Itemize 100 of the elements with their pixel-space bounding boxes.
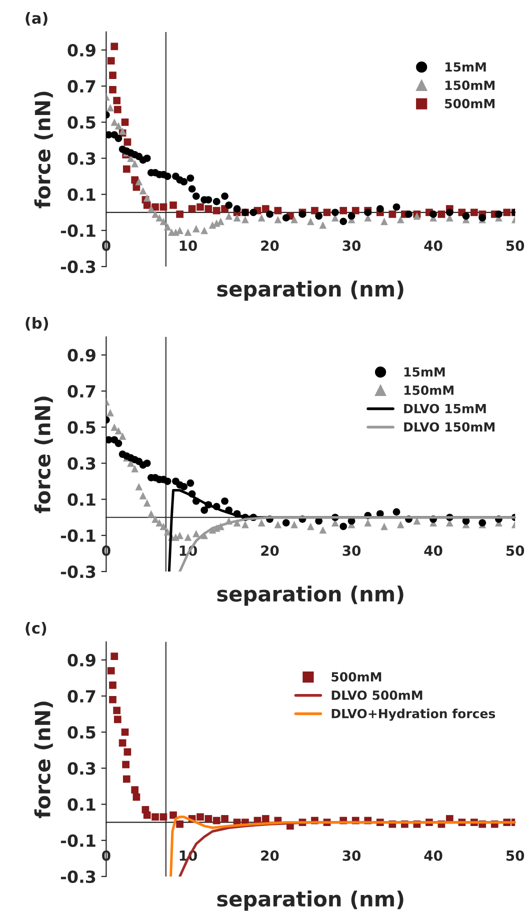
point (114, 440, 122, 448)
x-tick-label: 50 (506, 240, 524, 251)
point (266, 210, 274, 218)
point (348, 212, 356, 220)
y-tick-label: -0.1 (60, 529, 96, 542)
point (225, 212, 233, 220)
point (380, 522, 388, 530)
point (170, 202, 177, 209)
point (160, 218, 168, 226)
point (396, 216, 404, 224)
y-tick-label: 0.7 (68, 80, 96, 93)
point (380, 218, 388, 226)
x-tick-label: 40 (424, 545, 442, 556)
point (121, 728, 129, 736)
legend-label: 150mM (404, 386, 454, 395)
point (106, 104, 114, 112)
point (131, 160, 138, 168)
point (176, 226, 184, 234)
x-tick-label: 40 (424, 850, 442, 861)
point (135, 178, 143, 186)
point (233, 205, 241, 212)
x-tick-label: 50 (506, 850, 524, 861)
x-tick-label: 40 (424, 240, 442, 251)
point (274, 206, 282, 214)
legend-label: 150mM (445, 80, 494, 90)
point (462, 212, 470, 220)
point (323, 208, 331, 216)
point (110, 42, 118, 50)
point (438, 210, 446, 218)
legend-label: 500mM (332, 672, 382, 682)
point (143, 202, 151, 209)
point (122, 775, 130, 783)
point (160, 522, 168, 530)
point (131, 786, 138, 794)
point (306, 218, 314, 226)
point (319, 526, 327, 534)
point (156, 519, 164, 526)
y-tick-label: 0.3 (68, 152, 96, 165)
point (331, 208, 339, 216)
y-tick-label: 0.3 (68, 762, 96, 775)
y-tick-label: 0.5 (68, 726, 96, 739)
point (290, 520, 298, 528)
point (340, 206, 348, 214)
point (188, 205, 196, 212)
point (124, 748, 132, 756)
y-tick-label: 0.9 (68, 44, 96, 57)
point (152, 210, 159, 218)
x-axis-title: separation (nm) (217, 890, 404, 911)
point (340, 522, 348, 530)
point (388, 210, 396, 218)
y-tick-label: 0.9 (68, 654, 96, 667)
legend-label: DLVO+Hydration forces (332, 708, 496, 721)
point (196, 203, 204, 211)
point (192, 224, 200, 232)
point (148, 205, 155, 212)
y-tick-label: 0.7 (68, 690, 96, 703)
point (200, 506, 208, 514)
point (164, 223, 172, 231)
point (118, 739, 126, 747)
point (221, 815, 228, 822)
point (114, 106, 122, 114)
point (114, 427, 122, 434)
point (113, 96, 121, 104)
point (315, 212, 322, 220)
point (180, 178, 188, 186)
point (242, 216, 249, 224)
point (172, 534, 180, 541)
point (164, 478, 172, 485)
point (176, 820, 184, 828)
point (110, 423, 118, 431)
y-tick-label: 0.5 (68, 421, 96, 434)
point (430, 210, 437, 218)
point (131, 464, 138, 472)
point (392, 508, 400, 516)
point (164, 172, 172, 180)
y-axis-title: force (nN) (34, 702, 53, 818)
point (172, 228, 180, 236)
legend-label: 15mM (404, 367, 445, 377)
point (319, 221, 327, 229)
y-tick-label: -0.1 (60, 834, 96, 847)
point (196, 813, 204, 821)
point (396, 520, 404, 528)
x-axis-title: separation (nm) (217, 586, 404, 606)
point (364, 519, 372, 526)
point (212, 206, 220, 214)
point (139, 187, 147, 194)
point (114, 716, 122, 724)
point (221, 192, 228, 200)
point (109, 72, 116, 79)
point (233, 214, 241, 222)
point (114, 134, 122, 142)
legend-label: 500mM (445, 98, 494, 108)
chart-title: (c) (26, 622, 46, 636)
point (114, 122, 122, 130)
point (109, 696, 116, 704)
point (184, 534, 192, 541)
legend-label: DLVO 150mM (404, 422, 494, 432)
point (113, 706, 121, 714)
point (258, 519, 266, 526)
point (107, 57, 115, 64)
